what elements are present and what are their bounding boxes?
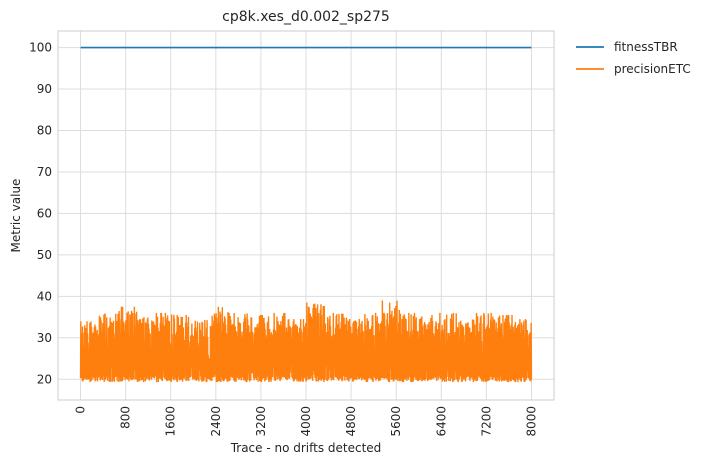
y-tick-label: 80 <box>37 124 52 138</box>
legend-label-precisionETC: precisionETC <box>614 62 691 76</box>
y-tick-label: 90 <box>37 82 52 96</box>
y-tick-label: 40 <box>37 289 52 303</box>
x-tick-labels: 0 800 1600 2400 3200 4000 4800 5600 6400 7200 8000 <box>74 406 539 437</box>
x-tick-label: 800 <box>119 406 133 429</box>
x-axis-label: Trace - no drifts detected <box>230 441 382 455</box>
legend: fitnessTBR precisionETC <box>576 40 691 76</box>
y-tick-label: 20 <box>37 372 52 386</box>
x-tick-label: 8000 <box>524 406 538 437</box>
y-tick-label: 50 <box>37 248 52 262</box>
y-tick-labels: 20 30 40 50 60 70 80 90 100 <box>29 41 52 387</box>
series-precisionETC-line <box>79 300 533 383</box>
x-tick-label: 0 <box>74 406 88 414</box>
x-tick-label: 4000 <box>299 406 313 437</box>
x-tick-label: 1600 <box>164 406 178 437</box>
y-tick-label: 70 <box>37 165 52 179</box>
y-tick-label: 100 <box>29 41 52 55</box>
x-tick-label: 5600 <box>389 406 403 437</box>
x-tick-label: 4800 <box>344 406 358 437</box>
y-tick-label: 60 <box>37 206 52 220</box>
series-layer <box>79 46 533 383</box>
x-tick-label: 6400 <box>434 406 448 437</box>
x-tick-label: 7200 <box>479 406 493 437</box>
y-axis-label: Metric value <box>9 179 23 253</box>
x-tick-label: 2400 <box>209 406 223 437</box>
x-tick-label: 3200 <box>254 406 268 437</box>
chart-title: cp8k.xes_d0.002_sp275 <box>222 9 390 25</box>
plot-frame <box>57 30 555 401</box>
legend-label-fitnessTBR: fitnessTBR <box>614 40 678 54</box>
y-tick-label: 30 <box>37 331 52 345</box>
